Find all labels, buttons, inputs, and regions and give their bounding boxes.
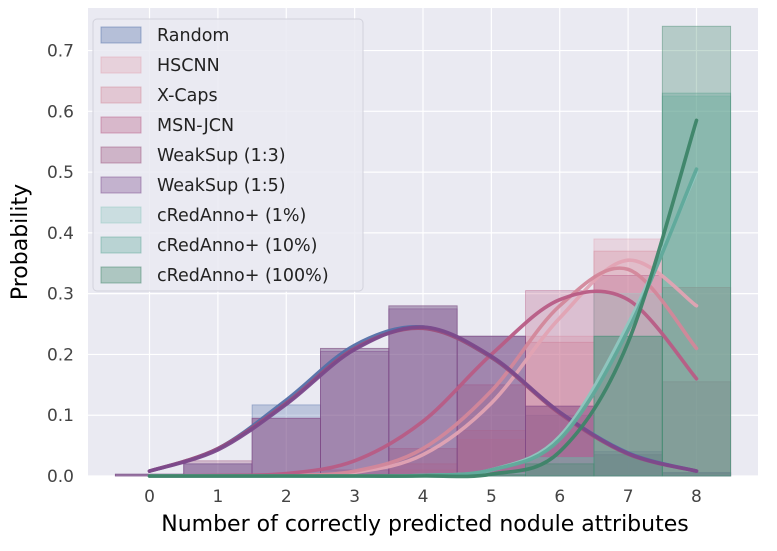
x-tick-label: 0 [144,487,155,507]
legend-label: HSCNN [157,56,220,76]
x-tick-label: 7 [623,487,634,507]
y-tick-label: 0.5 [47,163,74,183]
y-tick-label: 0.3 [47,285,74,305]
y-tick-labels: 0.0 0.1 0.2 0.3 0.4 0.5 0.6 0.7 [47,42,74,487]
legend-label: cRedAnno+ (10%) [157,236,318,256]
histogram-bar [320,347,390,477]
x-tick-label: 8 [691,487,702,507]
x-tick-labels: 0 1 2 3 4 5 6 7 8 [144,487,702,507]
x-tick-label: 4 [418,487,429,507]
legend: Random HSCNN X-Caps MSN-JCN WeakSup (1:3) Wea… [92,18,364,292]
legend-label: MSN-JCN [157,116,234,136]
histogram-bar [661,381,732,477]
y-tick-label: 0.2 [47,345,74,365]
legend-label: Random [157,26,229,46]
legend-swatch [100,56,142,74]
legend-swatch [100,146,142,164]
density-curve [147,118,699,479]
y-tick-label: 0.0 [47,467,74,487]
histogram-bar [320,351,390,477]
density-curve [147,325,699,473]
legend-swatch [100,116,142,134]
legend-label: WeakSup (1:5) [157,176,286,196]
legend-label: cRedAnno+ (100%) [157,266,329,286]
histogram-bar [661,25,732,477]
x-axis-label: Number of correctly predicted nodule att… [161,512,688,537]
legend-swatch [100,236,142,254]
histogram-bar [525,290,595,477]
y-axis-label: Probability [8,184,33,300]
x-tick-label: 3 [349,487,360,507]
histogram-bar [456,384,526,477]
legend-label: cRedAnno+ (1%) [157,206,306,226]
density-curves [147,118,699,479]
x-tick-label: 1 [212,487,223,507]
x-tick-label: 6 [554,487,565,507]
legend-frame [92,18,364,292]
histogram-bar [251,417,321,477]
legend-swatch [100,176,142,194]
legend-label: X-Caps [157,86,218,106]
y-tick-label: 0.1 [47,406,74,426]
legend-swatch [100,206,142,224]
legend-swatch [100,26,142,44]
y-tick-label: 0.7 [47,42,74,62]
legend-swatch [100,266,142,284]
legend-label: WeakSup (1:3) [157,146,286,166]
x-tick-label: 2 [281,487,292,507]
y-tick-label: 0.4 [47,224,74,244]
y-tick-label: 0.6 [47,102,74,122]
legend-swatch [100,86,142,104]
x-tick-label: 5 [486,487,497,507]
